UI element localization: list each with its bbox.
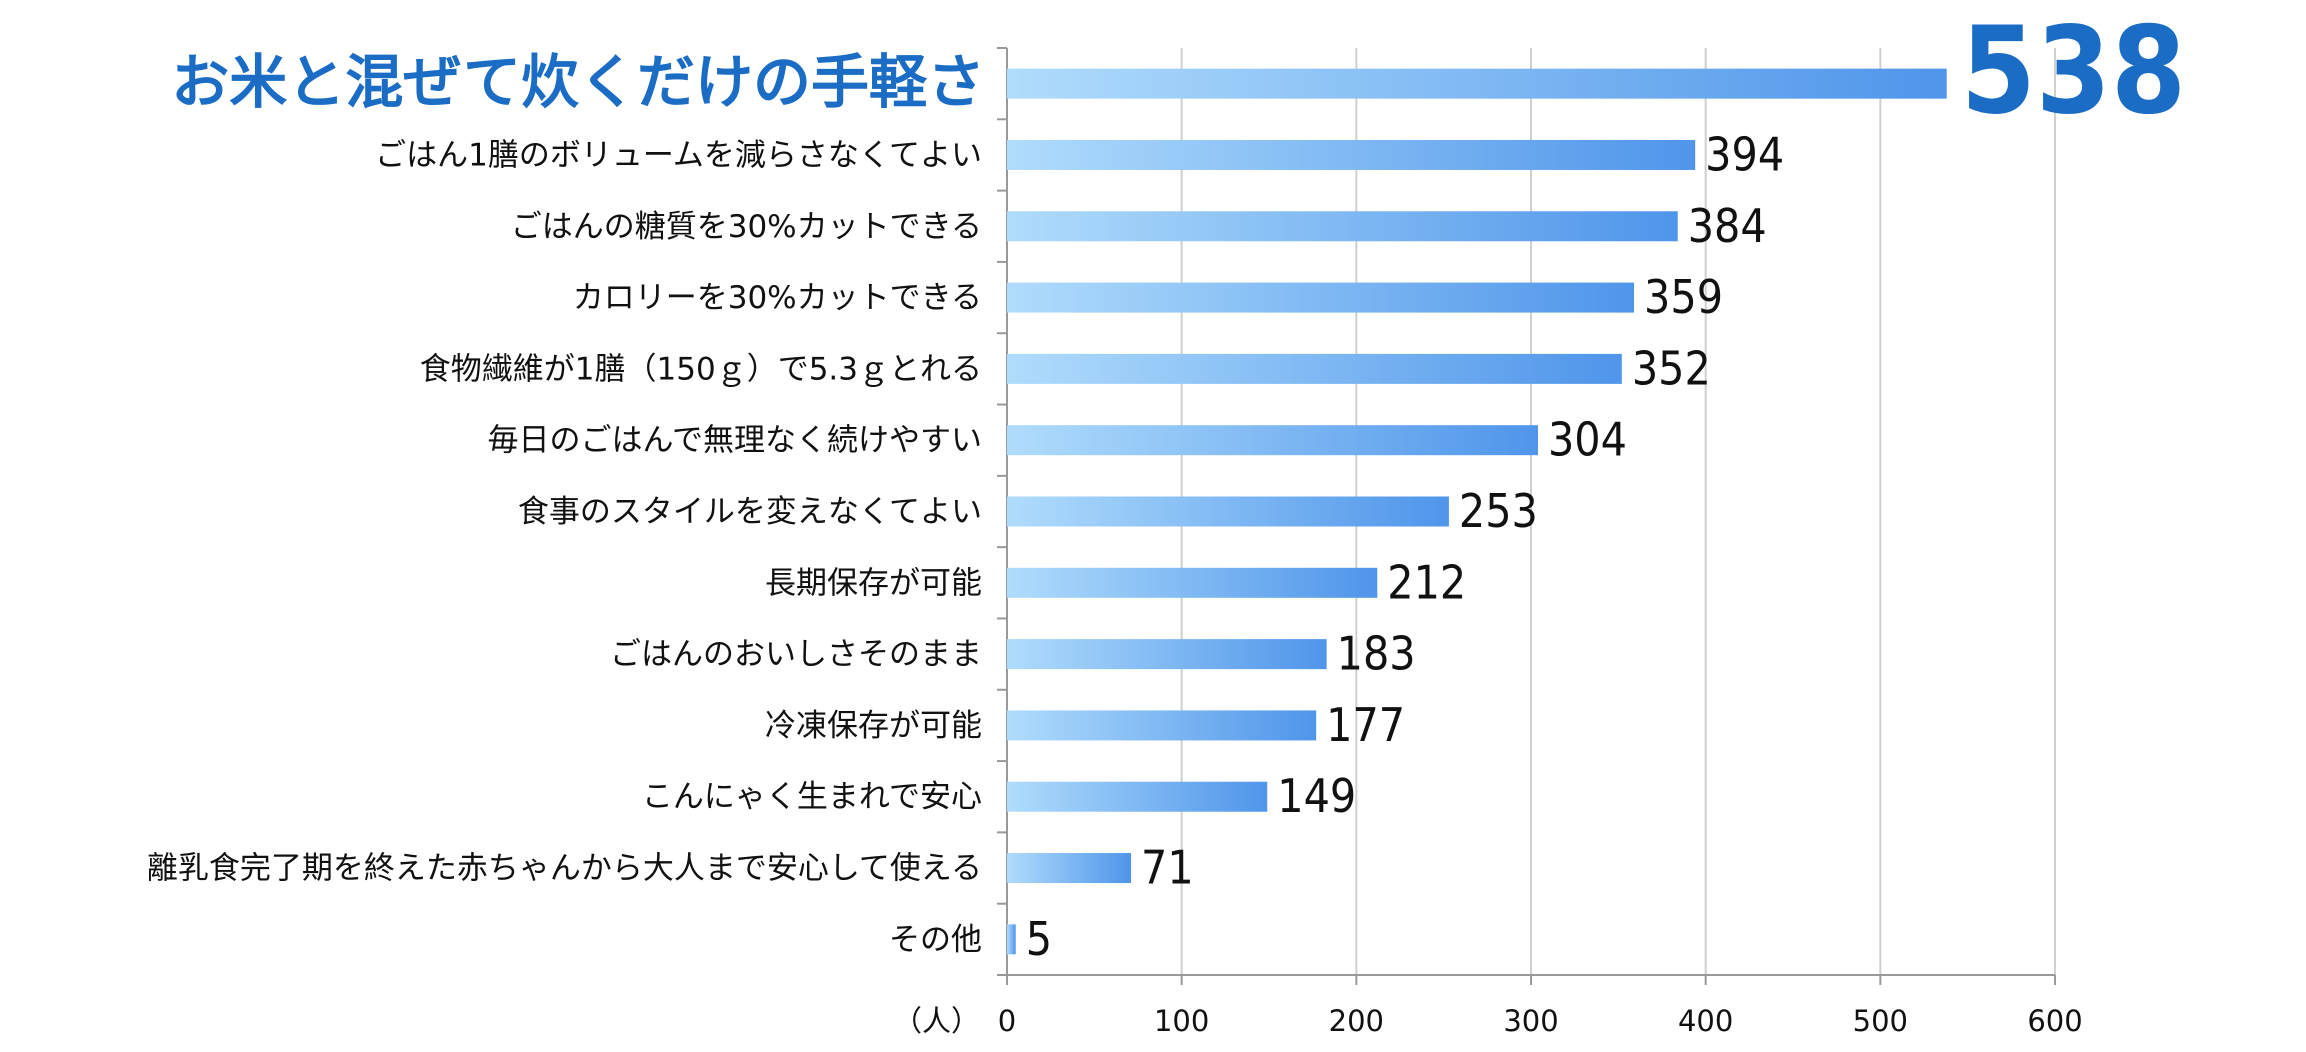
value-label: 212 bbox=[1387, 555, 1466, 609]
value-label: 538 bbox=[1961, 2, 2186, 141]
value-label: 71 bbox=[1141, 841, 1194, 895]
bar bbox=[1007, 781, 1268, 812]
bar bbox=[1007, 425, 1538, 456]
bar bbox=[1007, 639, 1327, 670]
category-label: ごはんの糖質を30%カットできる bbox=[511, 209, 982, 245]
bar bbox=[1007, 139, 1696, 170]
category-label: ごはん1膳のボリュームを減らさなくてよい bbox=[375, 137, 982, 173]
bar bbox=[1007, 496, 1449, 527]
bar bbox=[1007, 353, 1622, 384]
x-axis-label: （人） bbox=[893, 1004, 980, 1038]
value-label: 384 bbox=[1688, 199, 1767, 253]
value-label: 394 bbox=[1705, 127, 1784, 181]
value-label: 5 bbox=[1026, 912, 1052, 966]
category-label: 毎日のごはんで無理なく続けやすい bbox=[488, 423, 982, 459]
bar bbox=[1007, 282, 1635, 313]
bar bbox=[1007, 853, 1132, 884]
x-tick-label: 300 bbox=[1503, 1004, 1558, 1038]
value-label: 183 bbox=[1337, 627, 1416, 681]
category-label: 長期保存が可能 bbox=[765, 565, 982, 601]
value-label: 359 bbox=[1644, 270, 1723, 324]
bar bbox=[1007, 68, 1947, 99]
value-label: 177 bbox=[1326, 698, 1405, 752]
category-label: こんにゃく生まれで安心 bbox=[642, 779, 982, 815]
category-label: 食事のスタイルを変えなくてよい bbox=[518, 494, 982, 530]
x-tick-label: 0 bbox=[998, 1004, 1016, 1038]
x-tick-label: 200 bbox=[1329, 1004, 1384, 1038]
value-label: 352 bbox=[1632, 341, 1711, 395]
value-label: 253 bbox=[1459, 484, 1538, 538]
category-label: 離乳食完了期を終えた赤ちゃんから大人まで安心して使える bbox=[147, 851, 982, 887]
bar bbox=[1007, 567, 1378, 598]
category-label: 食物繊維が1膳（150ｇ）で5.3ｇとれる bbox=[420, 351, 982, 387]
category-label: お米と混ぜて炊くだけの手軽さ bbox=[171, 48, 985, 116]
value-label: 149 bbox=[1277, 769, 1356, 823]
category-label: その他 bbox=[889, 922, 982, 958]
x-tick-label: 100 bbox=[1154, 1004, 1209, 1038]
x-tick-label: 600 bbox=[2027, 1004, 2082, 1038]
category-label: カロリーを30%カットできる bbox=[573, 280, 982, 316]
bar bbox=[1007, 924, 1016, 955]
category-label: ごはんのおいしさそのまま bbox=[610, 637, 982, 673]
x-tick-label: 500 bbox=[1853, 1004, 1908, 1038]
x-tick-label: 400 bbox=[1678, 1004, 1733, 1038]
value-label: 304 bbox=[1548, 413, 1627, 467]
bar bbox=[1007, 710, 1317, 741]
bar bbox=[1007, 211, 1678, 242]
category-label: 冷凍保存が可能 bbox=[765, 708, 982, 744]
